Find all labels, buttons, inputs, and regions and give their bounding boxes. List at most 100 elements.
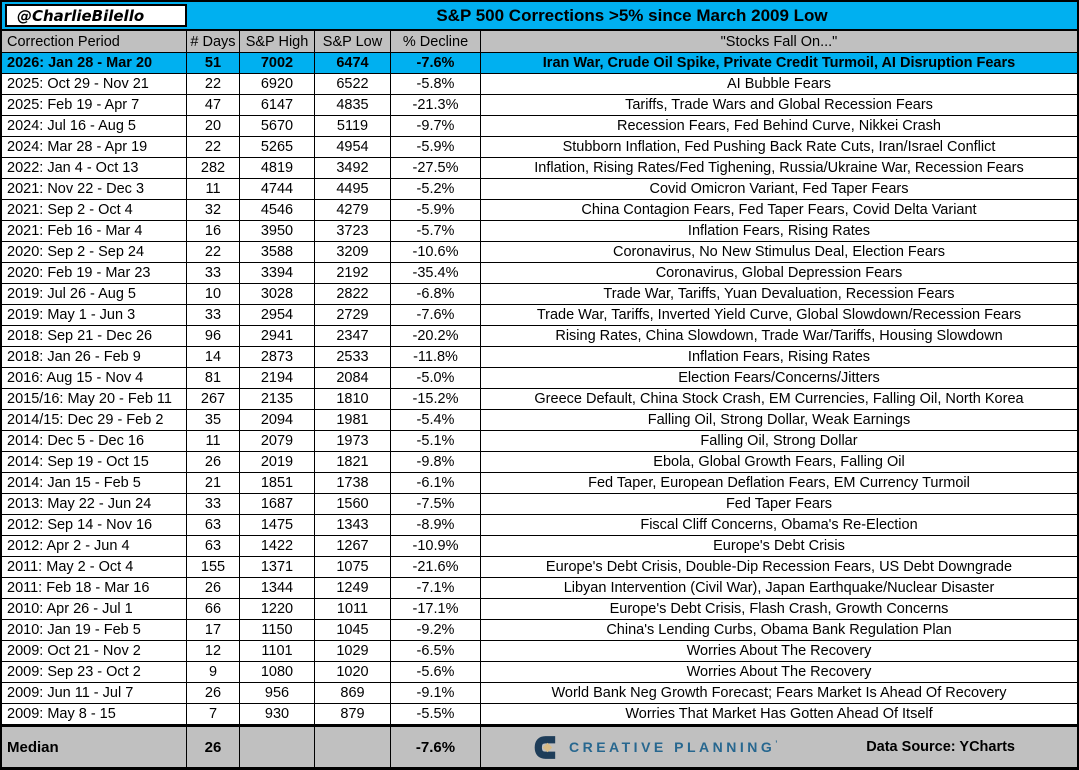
table-row: 2012: Apr 2 - Jun 4 63 1422 1267 -10.9% Europ…	[2, 536, 1077, 557]
cell-correction-period: 2009: Sep 23 - Oct 2	[2, 662, 187, 682]
cell-sp-low: 1821	[315, 452, 391, 472]
cell-sp-high: 7002	[240, 53, 315, 73]
cell-days: 81	[187, 368, 240, 388]
cell-correction-period: 2024: Jul 16 - Aug 5	[2, 116, 187, 136]
cell-days: 10	[187, 284, 240, 304]
cell-decline: -10.9%	[391, 536, 481, 556]
cell-sp-high: 1101	[240, 641, 315, 661]
cell-correction-period: 2018: Sep 21 - Dec 26	[2, 326, 187, 346]
cell-days: 33	[187, 494, 240, 514]
cell-decline: -20.2%	[391, 326, 481, 346]
cell-days: 35	[187, 410, 240, 430]
cell-sp-high: 1344	[240, 578, 315, 598]
table-row: 2015/16: May 20 - Feb 11 267 2135 1810 -15.2…	[2, 389, 1077, 410]
cell-sp-low: 1738	[315, 473, 391, 493]
cell-sp-low: 1020	[315, 662, 391, 682]
cell-reason: Coronavirus, Global Depression Fears	[655, 265, 903, 281]
cell-decline: -5.8%	[391, 74, 481, 94]
cell-reason: Stubborn Inflation, Fed Pushing Back Rat…	[562, 139, 996, 155]
table-row: 2022: Jan 4 - Oct 13 282 4819 3492 -27.5% Inf…	[2, 158, 1077, 179]
cell-decline: -8.9%	[391, 515, 481, 535]
median-decline: -7.6%	[391, 727, 481, 767]
column-header-row: Correction Period # Days S&P High S&P Lo…	[2, 31, 1077, 53]
cell-reason: Trade War, Tariffs, Yuan Devaluation, Re…	[603, 286, 955, 302]
cell-correction-period: 2014: Sep 19 - Oct 15	[2, 452, 187, 472]
cell-reason: Coronavirus, No New Stimulus Deal, Elect…	[612, 244, 945, 260]
cell-sp-high: 2135	[240, 389, 315, 409]
cell-decline: -5.9%	[391, 200, 481, 220]
cell-sp-high: 5265	[240, 137, 315, 157]
cell-correction-period: 2009: May 8 - 15	[2, 704, 187, 724]
cell-days: 12	[187, 641, 240, 661]
data-source-label: Data Source: YCharts	[866, 739, 1015, 755]
cell-reason: Falling Oil, Strong Dollar, Weak Earning…	[647, 412, 911, 428]
cell-decline: -21.6%	[391, 557, 481, 577]
cell-decline: -6.1%	[391, 473, 481, 493]
cell-reason: Europe's Debt Crisis, Flash Crash, Growt…	[609, 601, 949, 617]
cell-days: 22	[187, 137, 240, 157]
cell-sp-low: 2347	[315, 326, 391, 346]
cell-sp-low: 2822	[315, 284, 391, 304]
cell-days: 267	[187, 389, 240, 409]
table-row: 2011: Feb 18 - Mar 16 26 1344 1249 -7.1% Liby…	[2, 578, 1077, 599]
cell-days: 21	[187, 473, 240, 493]
cell-correction-period: 2020: Sep 2 - Sep 24	[2, 242, 187, 262]
cell-sp-low: 1045	[315, 620, 391, 640]
cell-reason: Europe's Debt Crisis, Double-Dip Recessi…	[545, 559, 1013, 575]
cell-reason: Ebola, Global Growth Fears, Falling Oil	[653, 454, 905, 470]
cell-days: 22	[187, 242, 240, 262]
cell-sp-high: 4819	[240, 158, 315, 178]
cell-sp-low: 869	[315, 683, 391, 703]
cell-correction-period: 2010: Apr 26 - Jul 1	[2, 599, 187, 619]
median-days: 26	[187, 727, 240, 767]
cell-sp-high: 1150	[240, 620, 315, 640]
cell-correction-period: 2019: May 1 - Jun 3	[2, 305, 187, 325]
table-row: 2012: Sep 14 - Nov 16 63 1475 1343 -8.9% Fisc…	[2, 515, 1077, 536]
cell-days: 26	[187, 683, 240, 703]
cell-correction-period: 2016: Aug 15 - Nov 4	[2, 368, 187, 388]
cell-decline: -9.8%	[391, 452, 481, 472]
cell-reason: Trade War, Tariffs, Inverted Yield Curve…	[536, 307, 1022, 323]
cell-correction-period: 2011: May 2 - Oct 4	[2, 557, 187, 577]
cell-correction-period: 2012: Apr 2 - Jun 4	[2, 536, 187, 556]
cell-days: 16	[187, 221, 240, 241]
cell-days: 63	[187, 536, 240, 556]
cell-sp-low: 2533	[315, 347, 391, 367]
cell-correction-period: 2015/16: May 20 - Feb 11	[2, 389, 187, 409]
cell-days: 155	[187, 557, 240, 577]
cell-days: 33	[187, 263, 240, 283]
column-header-decline: % Decline	[391, 31, 481, 52]
cell-sp-low: 3492	[315, 158, 391, 178]
median-label: Median	[2, 727, 187, 767]
creative-planning-logo-icon	[534, 735, 556, 759]
cell-reason: Worries About The Recovery	[686, 664, 872, 680]
cell-reason: Rising Rates, China Slowdown, Trade War/…	[555, 328, 1003, 344]
cell-days: 26	[187, 578, 240, 598]
table-row: 2013: May 22 - Jun 24 33 1687 1560 -7.5% Fed …	[2, 494, 1077, 515]
column-header-sp-low: S&P Low	[315, 31, 391, 52]
table-row: 2025: Oct 29 - Nov 21 22 6920 6522 -5.8% AI B…	[2, 74, 1077, 95]
credit-handle: @CharlieBilello	[17, 6, 145, 25]
cell-days: 7	[187, 704, 240, 724]
wordmark-text: CREATIVE PLANNING	[569, 739, 776, 755]
cell-correction-period: 2012: Sep 14 - Nov 16	[2, 515, 187, 535]
cell-correction-period: 2020: Feb 19 - Mar 23	[2, 263, 187, 283]
cell-decline: -35.4%	[391, 263, 481, 283]
median-row: Median 26 -7.6% CREATIVE PLANNING’ Data …	[2, 725, 1077, 767]
cell-correction-period: 2025: Feb 19 - Apr 7	[2, 95, 187, 115]
table-row: 2010: Apr 26 - Jul 1 66 1220 1011 -17.1% Euro…	[2, 599, 1077, 620]
cell-days: 47	[187, 95, 240, 115]
cell-days: 32	[187, 200, 240, 220]
cell-reason: China Contagion Fears, Fed Taper Fears, …	[581, 202, 977, 218]
cell-correction-period: 2009: Jun 11 - Jul 7	[2, 683, 187, 703]
cell-days: 96	[187, 326, 240, 346]
cell-sp-low: 4835	[315, 95, 391, 115]
table-row: 2009: Jun 11 - Jul 7 26 956 869 -9.1% World B…	[2, 683, 1077, 704]
cell-decline: -5.7%	[391, 221, 481, 241]
cell-reason: World Bank Neg Growth Forecast; Fears Ma…	[551, 685, 1007, 701]
cell-correction-period: 2025: Oct 29 - Nov 21	[2, 74, 187, 94]
cell-sp-low: 1973	[315, 431, 391, 451]
table-row: 2016: Aug 15 - Nov 4 81 2194 2084 -5.0% Elect…	[2, 368, 1077, 389]
cell-sp-low: 1249	[315, 578, 391, 598]
